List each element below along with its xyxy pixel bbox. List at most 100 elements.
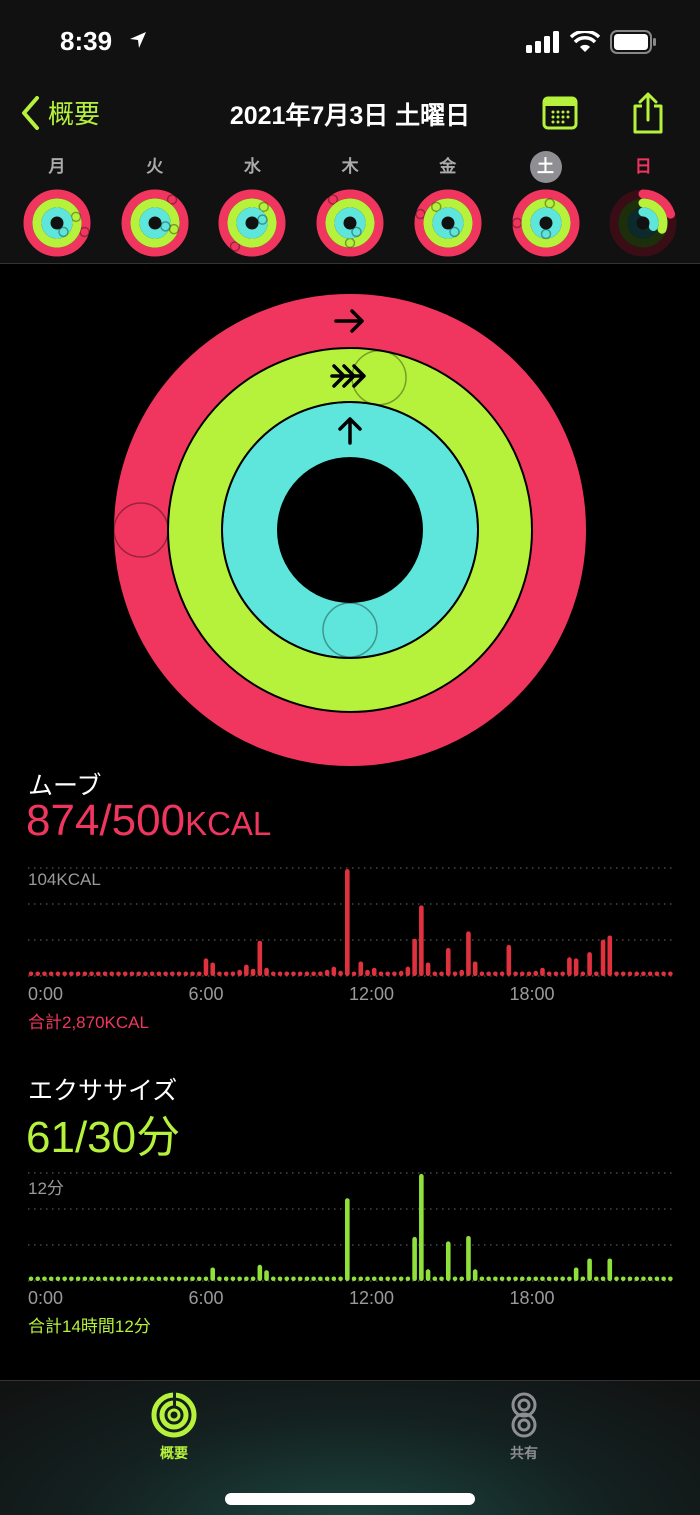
bar	[371, 967, 377, 976]
back-button[interactable]: 概要	[20, 94, 100, 131]
day-5[interactable]: 土	[506, 150, 586, 262]
share-icon[interactable]	[630, 92, 666, 134]
day-label-text: 日	[634, 157, 652, 177]
exercise-double-arrow-icon	[330, 364, 366, 388]
bar	[647, 971, 653, 976]
bar	[506, 944, 512, 976]
bar	[365, 1276, 370, 1281]
day-1[interactable]: 火	[115, 150, 195, 262]
bar	[109, 1276, 115, 1281]
bar	[62, 971, 67, 976]
bar	[69, 971, 74, 976]
bar	[163, 1276, 168, 1281]
bar	[459, 969, 465, 976]
day-exercise-ring-end-cap	[543, 198, 555, 209]
bar	[358, 961, 364, 976]
bar	[143, 1276, 148, 1281]
day-exercise-ring-arc	[32, 198, 82, 248]
day-stand-ring-end-cap	[257, 214, 269, 225]
bar	[183, 971, 189, 976]
day-exercise-ring-arc	[423, 198, 473, 248]
bar	[405, 1276, 411, 1281]
day-label: 火	[115, 150, 195, 184]
bar	[385, 971, 390, 976]
day-rings	[511, 189, 579, 257]
bar	[351, 1276, 357, 1281]
day-label-text: 金	[439, 157, 457, 177]
day-6[interactable]: 日	[603, 150, 683, 262]
day-move-ring-arc	[23, 189, 91, 257]
bar	[519, 1276, 525, 1281]
x-tick-label: 6:00	[188, 984, 224, 1004]
day-move-ring-end-cap	[79, 226, 90, 238]
bar	[311, 1276, 316, 1281]
day-move-ring-arc	[218, 189, 286, 257]
day-move-ring-arc	[414, 189, 482, 257]
day-0[interactable]: 月	[17, 150, 97, 262]
bar	[580, 1276, 586, 1281]
bar	[264, 1270, 269, 1281]
day-label-text: 土	[529, 151, 562, 183]
bar	[55, 1276, 61, 1281]
back-label: 概要	[48, 100, 101, 130]
bar	[412, 1236, 417, 1281]
home-indicator[interactable]	[225, 1493, 475, 1505]
exercise-value: 61/30分	[26, 1113, 181, 1162]
bar	[116, 1276, 121, 1281]
bar	[546, 1276, 552, 1281]
bar	[35, 1276, 41, 1281]
bar	[486, 1276, 491, 1281]
day-exercise-ring-end-cap	[70, 211, 82, 223]
day-4[interactable]: 金	[408, 150, 488, 262]
bar	[452, 1276, 458, 1281]
calendar-icon[interactable]	[542, 96, 578, 130]
day-stand-ring-arc	[41, 207, 73, 239]
day-2[interactable]: 水	[212, 150, 292, 262]
stand-ring-arc	[223, 403, 477, 657]
signal-icon	[526, 31, 559, 53]
bar	[331, 1276, 337, 1281]
bar	[129, 971, 135, 976]
x-tick-label: 12:00	[349, 984, 395, 1004]
bar	[486, 971, 491, 976]
day-move-ring-end-cap	[166, 194, 177, 205]
move-value: 874/500KCAL	[26, 796, 271, 846]
day-move-ring-end-cap	[414, 208, 426, 220]
week-strip: 月火水木 金 土 日	[0, 150, 700, 260]
bar	[318, 1276, 323, 1281]
day-3[interactable]: 木	[310, 150, 390, 262]
bar	[102, 1276, 108, 1281]
bar	[170, 971, 175, 976]
move-y-label: 104KCAL	[28, 870, 101, 889]
tab-summary[interactable]: 概要	[124, 1391, 224, 1463]
bar	[284, 971, 290, 976]
bar	[62, 1276, 67, 1281]
bar	[378, 1276, 384, 1281]
bar	[472, 961, 478, 976]
bar	[594, 1276, 599, 1281]
bar	[170, 1276, 175, 1281]
bar	[398, 970, 404, 976]
bar	[96, 971, 101, 976]
day-exercise-ring-arc	[227, 198, 277, 248]
bar	[607, 935, 613, 976]
bar	[432, 971, 438, 976]
bar	[345, 869, 350, 976]
move-value-number: 874/500	[26, 796, 186, 845]
bar	[567, 957, 572, 976]
bar	[237, 1276, 242, 1281]
bar	[419, 1173, 424, 1281]
bar	[311, 971, 316, 976]
bar	[634, 1276, 639, 1281]
bar	[560, 1276, 565, 1281]
bar	[156, 971, 162, 976]
tab-sharing[interactable]: 共有	[474, 1391, 574, 1463]
bar	[378, 971, 384, 976]
wifi-icon	[570, 31, 600, 52]
x-tick-label: 0:00	[28, 984, 64, 1004]
sharing-icon	[511, 1392, 537, 1438]
bar	[136, 971, 141, 976]
move-value-unit: KCAL	[185, 805, 272, 842]
bar	[82, 971, 88, 976]
day-move-ring-arc	[121, 189, 189, 257]
